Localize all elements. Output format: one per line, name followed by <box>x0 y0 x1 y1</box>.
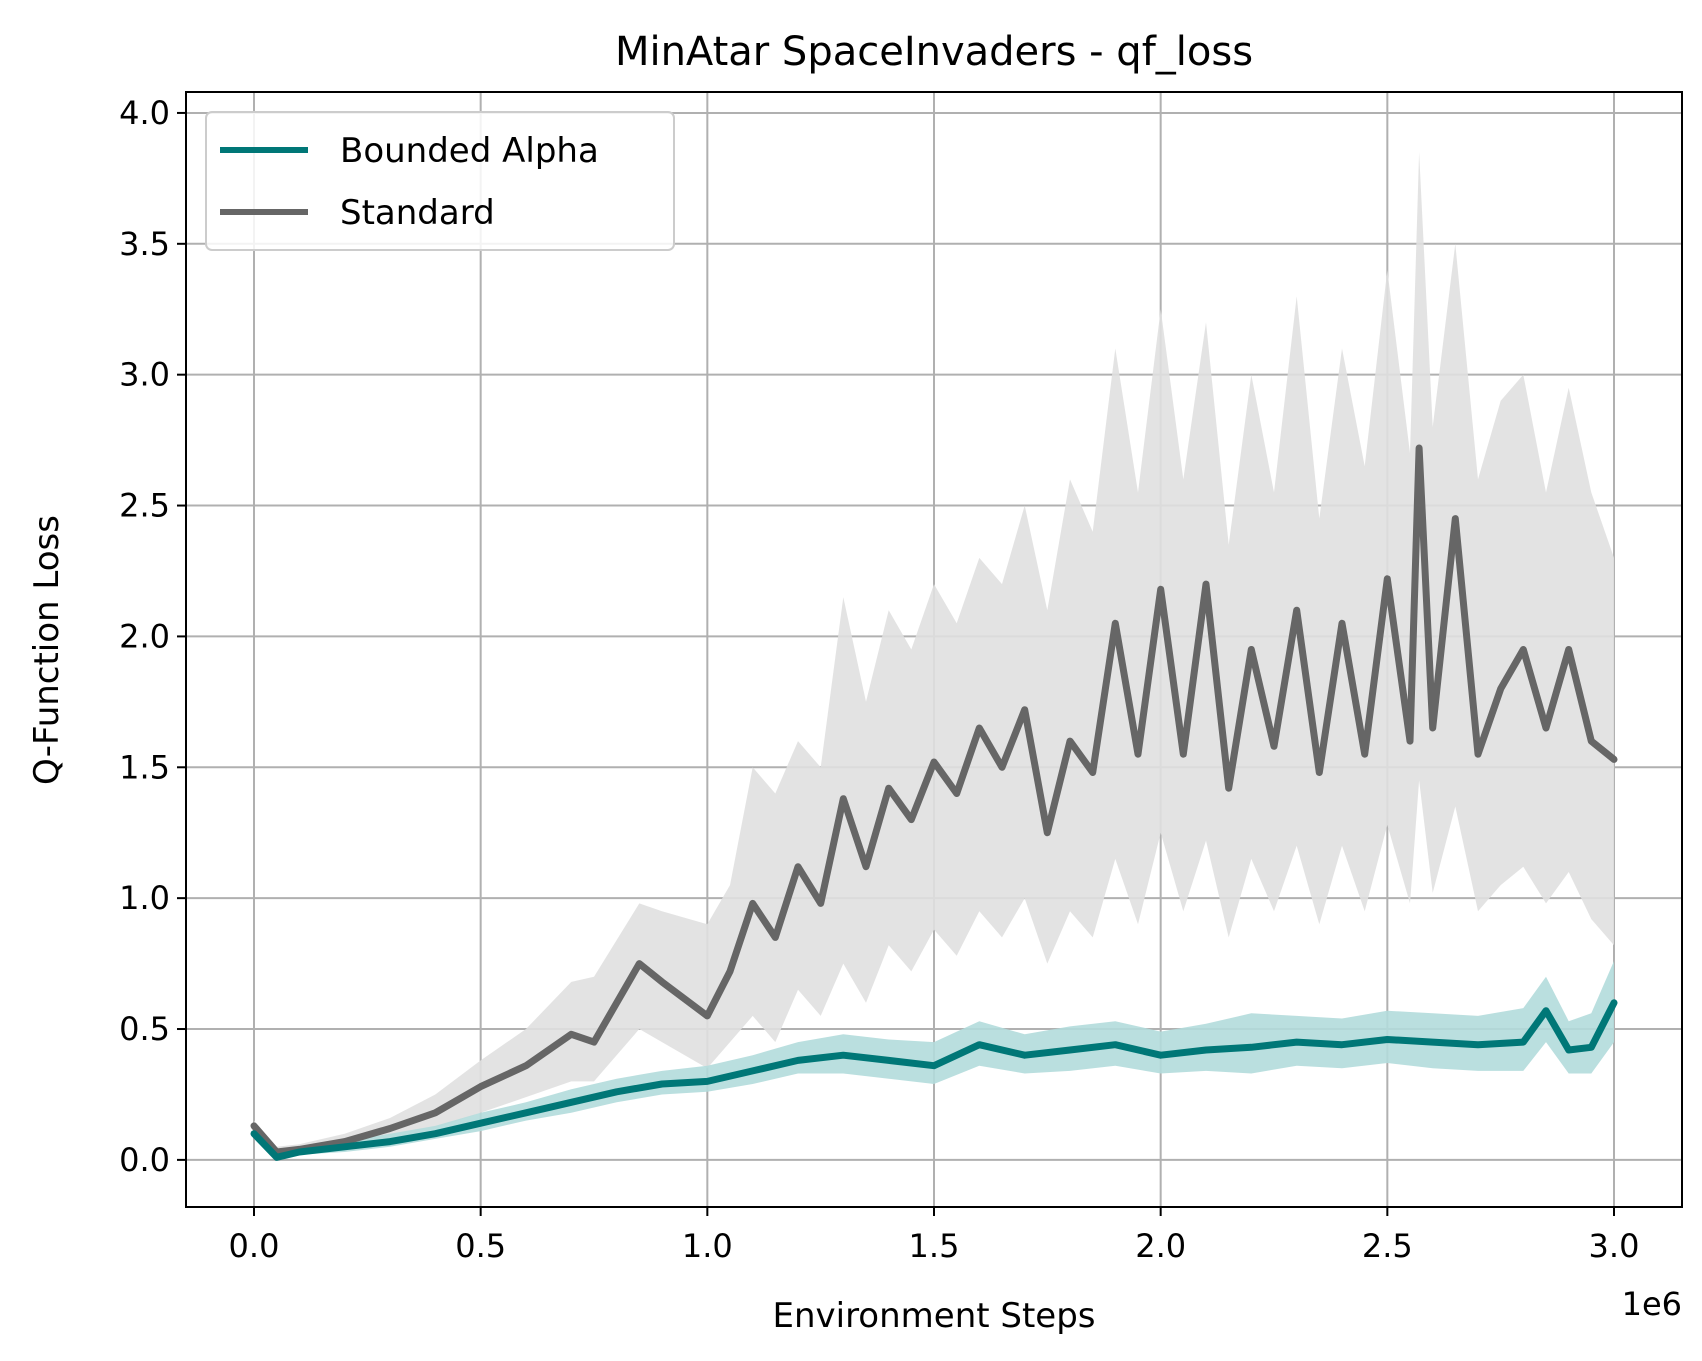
x-tick-label: 3.0 <box>1589 1227 1640 1265</box>
y-tick-label: 3.5 <box>119 225 170 263</box>
y-tick-label: 2.5 <box>119 487 170 525</box>
y-tick-label: 4.0 <box>119 94 170 132</box>
y-tick-label: 0.5 <box>119 1010 170 1048</box>
x-tick-label: 1.5 <box>909 1227 960 1265</box>
x-axis-offset-label: 1e6 <box>1622 1285 1682 1323</box>
x-tick-label: 0.5 <box>455 1227 506 1265</box>
legend-box <box>205 111 675 251</box>
x-tick-label: 0.0 <box>229 1227 280 1265</box>
x-axis-ticks: 0.0 0.5 1.0 1.5 2.0 2.5 3.0 <box>229 1207 1640 1265</box>
y-tick-label: 3.0 <box>119 356 170 394</box>
legend: Bounded Alpha Standard <box>205 111 675 251</box>
y-tick-label: 1.0 <box>119 879 170 917</box>
y-tick-label: 0.0 <box>119 1141 170 1179</box>
x-tick-label: 2.5 <box>1362 1227 1413 1265</box>
line-bounded-alpha <box>250 999 1618 1161</box>
y-tick-label: 2.0 <box>119 617 170 655</box>
x-tick-label: 2.0 <box>1135 1227 1186 1265</box>
x-axis-label: Environment Steps <box>772 1296 1095 1336</box>
confidence-bands <box>254 152 1614 1160</box>
legend-label-standard: Standard <box>340 193 495 233</box>
band-bounded-alpha <box>254 961 1614 1160</box>
y-tick-label: 1.5 <box>119 748 170 786</box>
y-axis-label: Q-Function Loss <box>27 515 67 785</box>
series-lines <box>250 444 1618 1161</box>
band-standard <box>254 152 1614 1158</box>
legend-label-bounded-alpha: Bounded Alpha <box>340 131 599 171</box>
x-tick-label: 1.0 <box>682 1227 733 1265</box>
y-axis-ticks: 0.0 0.5 1.0 1.5 2.0 2.5 3.0 3.5 4.0 <box>119 94 186 1179</box>
chart-title: MinAtar SpaceInvaders - qf_loss <box>615 29 1253 75</box>
line-standard <box>250 444 1618 1156</box>
